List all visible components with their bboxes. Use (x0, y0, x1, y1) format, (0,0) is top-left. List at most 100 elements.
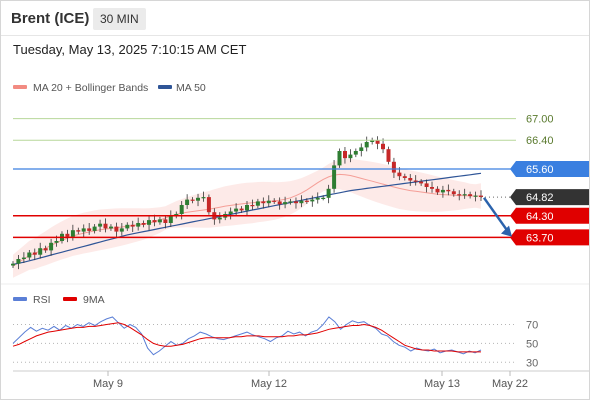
candle-body (457, 194, 462, 196)
candle-body (315, 197, 320, 200)
candle-body (228, 211, 233, 214)
candle-body (337, 151, 342, 166)
candle-body (157, 219, 162, 223)
candle-body (168, 215, 173, 223)
bollinger-legend-label: MA 20 + Bollinger Bands (33, 82, 148, 94)
candle-body (179, 205, 184, 214)
rsi-plot: 30 50 70 (12, 316, 538, 369)
candle-body (375, 140, 380, 144)
candle-body (391, 161, 396, 173)
rsi-ma-line (12, 322, 481, 353)
candle-body (81, 228, 86, 232)
ma50-legend-swatch (158, 85, 172, 89)
candle-body (261, 201, 266, 204)
candle-body (304, 200, 309, 202)
candle-body (266, 200, 271, 204)
candle-body (250, 205, 255, 207)
x-tick-label: May 13 (424, 378, 460, 390)
candle-body (217, 217, 222, 220)
candle-body (163, 219, 168, 223)
candle-body (364, 142, 369, 148)
candle-body (70, 230, 75, 237)
candle-body (114, 226, 119, 232)
candle-body (473, 195, 478, 197)
candle-body (424, 183, 429, 187)
candle-body (288, 201, 293, 203)
candle-body (419, 181, 424, 184)
instrument-title: Brent (ICE) (11, 10, 90, 27)
candle-body (119, 228, 124, 232)
candle-body (255, 201, 260, 206)
candle-body (321, 197, 326, 199)
candle-body (32, 252, 37, 255)
candle-body (353, 151, 358, 155)
candle-body (185, 199, 190, 205)
candle-body (87, 228, 92, 231)
price-level-badge (510, 189, 589, 206)
candle-body (440, 189, 445, 193)
timestamp: Tuesday, May 13, 2025 7:10:15 AM CET (13, 42, 247, 57)
rsi-legend-swatch (13, 297, 27, 301)
candle-body (245, 205, 249, 211)
rsi-legend-label: RSI (33, 294, 51, 306)
rsi-line (12, 316, 482, 356)
candle-body (65, 233, 70, 237)
x-tick-label: May 22 (492, 378, 528, 390)
candle-body (174, 214, 179, 216)
candle-body (152, 220, 157, 223)
candle-body (468, 194, 473, 196)
candle-body (190, 199, 195, 201)
candle-body (98, 223, 103, 227)
rsi-legend: RSI 9MA (13, 294, 105, 306)
candle-body (348, 154, 353, 159)
candle-body (413, 180, 418, 182)
price-levels: 67.00 66.40 65.60 64.82 64.30 63.70 (13, 114, 589, 246)
x-tick-label: May 9 (93, 378, 123, 390)
ma50-legend-label: MA 50 (176, 82, 206, 94)
candle-body (359, 147, 364, 151)
price-level-label: 63.70 (526, 232, 554, 244)
rsi-tick-label: 70 (526, 320, 538, 332)
candle-body (92, 226, 97, 231)
candle-body (38, 248, 43, 255)
rsi-ma-legend-swatch (63, 297, 77, 301)
bollinger-band (13, 158, 481, 278)
candle-body (430, 187, 434, 189)
candle-body (381, 143, 385, 150)
forecast-arrow-shaft (482, 197, 509, 231)
interval-button[interactable]: 30 MIN (93, 8, 146, 30)
price-level-badge (510, 161, 589, 177)
candle-body (370, 140, 375, 142)
price-level-label: 64.82 (526, 192, 554, 204)
candle-body (21, 257, 26, 259)
price-level-label: 64.30 (526, 211, 554, 223)
candle-body (408, 178, 413, 181)
candle-body (343, 151, 347, 159)
candle-body (16, 259, 21, 264)
price-level-label: 65.60 (526, 164, 554, 176)
main-legend: MA 20 + Bollinger Bands MA 50 (13, 82, 206, 94)
candle-body (294, 201, 298, 204)
candle-body (136, 223, 141, 227)
price-level-label: 67.00 (526, 114, 554, 126)
candle-body (386, 149, 391, 162)
candle-body (201, 197, 206, 199)
candle-body (299, 200, 304, 204)
candle-body (479, 195, 483, 197)
rsi-tick-label: 30 (526, 357, 538, 369)
x-tick-label: May 12 (251, 378, 287, 390)
rsi-ma-legend-label: 9MA (83, 294, 105, 306)
candle-body (196, 197, 200, 201)
candle-body (54, 241, 59, 243)
candle-body (446, 189, 451, 192)
candle-body (451, 191, 456, 195)
candle-body (103, 223, 108, 229)
candle-body (11, 263, 15, 266)
candle-body (239, 208, 244, 211)
candle-body (332, 165, 337, 189)
bollinger-legend-swatch (13, 85, 27, 89)
candle-body (76, 230, 81, 232)
candle-body (49, 242, 54, 251)
candle-body (310, 199, 315, 202)
